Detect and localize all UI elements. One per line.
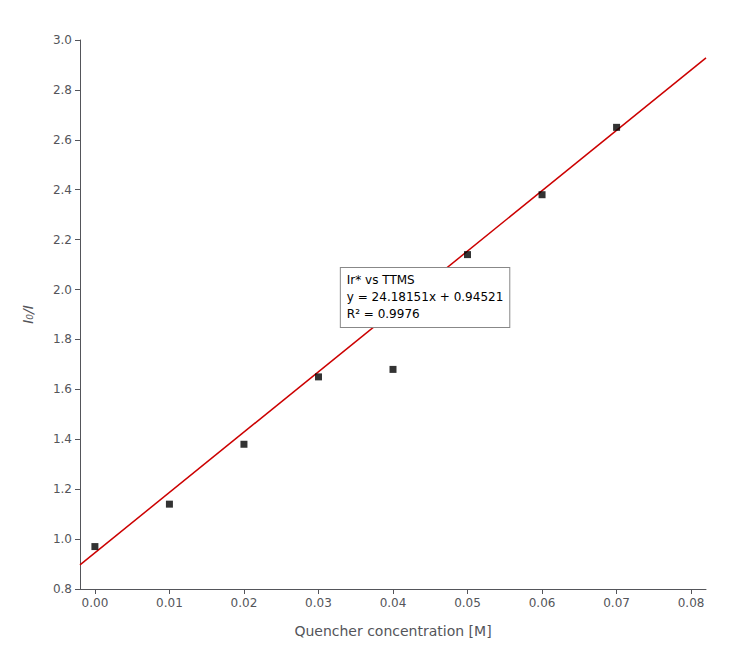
svg-text:0.03: 0.03 [305, 596, 332, 610]
svg-text:0.00: 0.00 [82, 596, 109, 610]
svg-text:1.2: 1.2 [53, 482, 72, 496]
svg-text:0.08: 0.08 [678, 596, 705, 610]
svg-text:I₀/I: I₀/I [20, 305, 36, 324]
svg-text:0.04: 0.04 [380, 596, 407, 610]
svg-text:0.06: 0.06 [529, 596, 556, 610]
svg-text:2.2: 2.2 [53, 233, 72, 247]
svg-text:0.01: 0.01 [156, 596, 183, 610]
svg-text:3.0: 3.0 [53, 33, 72, 47]
svg-text:2.6: 2.6 [53, 133, 72, 147]
svg-text:0.05: 0.05 [454, 596, 481, 610]
svg-text:Ir* vs TTMS: Ir* vs TTMS [347, 273, 415, 287]
svg-text:0.07: 0.07 [603, 596, 630, 610]
svg-text:1.8: 1.8 [53, 332, 72, 346]
svg-text:1.4: 1.4 [53, 432, 72, 446]
svg-text:2.4: 2.4 [53, 183, 72, 197]
svg-text:Quencher concentration [M]: Quencher concentration [M] [294, 623, 491, 639]
svg-text:0.8: 0.8 [53, 582, 72, 596]
svg-text:y = 24.18151x + 0.94521: y = 24.18151x + 0.94521 [347, 290, 503, 304]
svg-text:0.02: 0.02 [231, 596, 258, 610]
svg-text:R² = 0.9976: R² = 0.9976 [347, 307, 420, 321]
svg-text:2.8: 2.8 [53, 83, 72, 97]
svg-text:1.0: 1.0 [53, 532, 72, 546]
svg-text:2.0: 2.0 [53, 283, 72, 297]
svg-text:1.6: 1.6 [53, 382, 72, 396]
